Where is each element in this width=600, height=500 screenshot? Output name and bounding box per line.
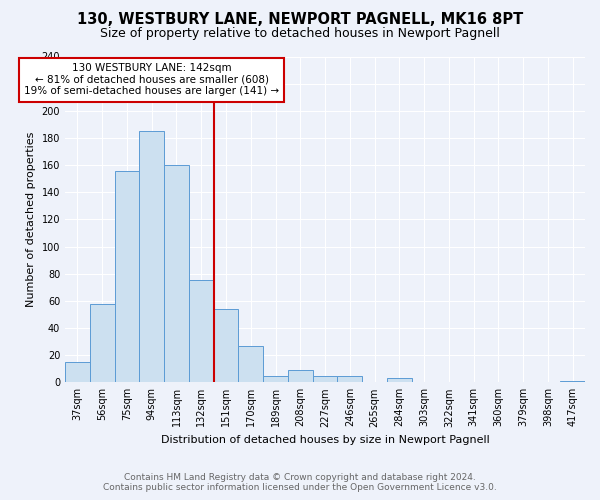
- Bar: [115, 170, 139, 382]
- Text: 130, WESTBURY LANE, NEWPORT PAGNELL, MK16 8PT: 130, WESTBURY LANE, NEWPORT PAGNELL, MK1…: [77, 12, 523, 28]
- Bar: [560, 381, 585, 382]
- Bar: [164, 165, 189, 382]
- Bar: [65, 362, 90, 382]
- X-axis label: Distribution of detached houses by size in Newport Pagnell: Distribution of detached houses by size …: [161, 435, 490, 445]
- Bar: [90, 304, 115, 382]
- Bar: [387, 378, 412, 382]
- Bar: [189, 280, 214, 382]
- Bar: [288, 370, 313, 382]
- Bar: [337, 376, 362, 382]
- Text: 130 WESTBURY LANE: 142sqm
← 81% of detached houses are smaller (608)
19% of semi: 130 WESTBURY LANE: 142sqm ← 81% of detac…: [24, 64, 279, 96]
- Text: Size of property relative to detached houses in Newport Pagnell: Size of property relative to detached ho…: [100, 28, 500, 40]
- Bar: [263, 376, 288, 382]
- Bar: [238, 346, 263, 383]
- Bar: [313, 376, 337, 382]
- Bar: [139, 131, 164, 382]
- Y-axis label: Number of detached properties: Number of detached properties: [26, 132, 36, 307]
- Text: Contains HM Land Registry data © Crown copyright and database right 2024.
Contai: Contains HM Land Registry data © Crown c…: [103, 473, 497, 492]
- Bar: [214, 309, 238, 382]
